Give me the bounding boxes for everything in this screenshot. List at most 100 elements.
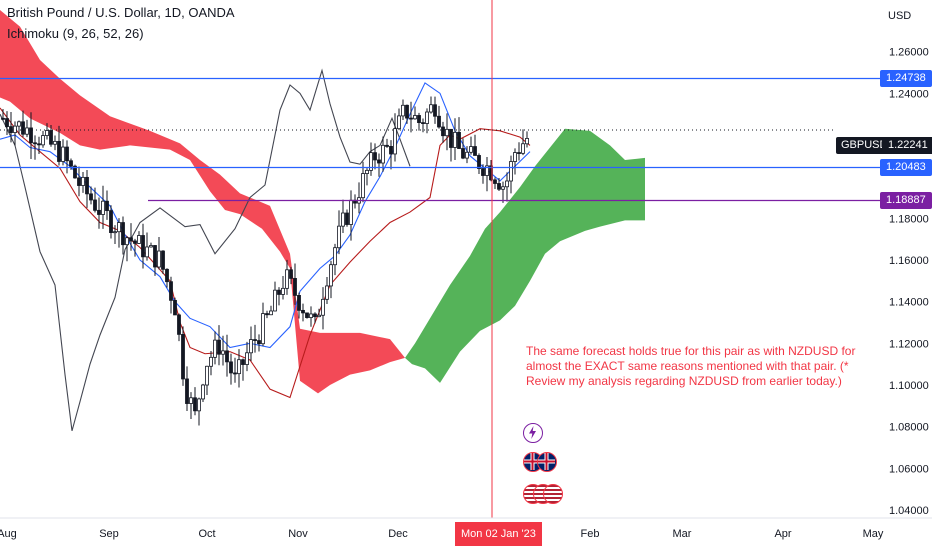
candle-body xyxy=(397,115,401,130)
candle-body xyxy=(317,314,321,318)
price-tick-label: 1.18000 xyxy=(889,213,929,225)
candle xyxy=(473,134,477,156)
candle-body xyxy=(65,146,69,162)
candle xyxy=(341,199,345,234)
candle-body xyxy=(469,146,473,153)
lightning-icon[interactable] xyxy=(523,423,543,443)
candle xyxy=(5,111,9,136)
time-tick-label: May xyxy=(863,528,884,540)
candle xyxy=(37,136,41,155)
candle-body xyxy=(189,397,193,404)
candle xyxy=(381,136,385,172)
candle xyxy=(1,108,5,121)
candle-body xyxy=(253,339,257,341)
indicator-legend[interactable]: Ichimoku (9, 26, 52, 26) xyxy=(7,26,144,41)
candle-body xyxy=(117,222,121,233)
candle-body xyxy=(89,193,93,201)
candle-body xyxy=(485,165,489,176)
candle-body xyxy=(133,240,137,244)
candle xyxy=(213,331,217,365)
candle-body xyxy=(157,250,161,268)
candle xyxy=(101,185,105,229)
candle xyxy=(121,216,125,255)
candle xyxy=(161,250,165,274)
candle-body xyxy=(269,310,273,316)
symbol-price-label: 1.22241 xyxy=(882,137,932,154)
candle xyxy=(437,105,441,129)
candle-body xyxy=(409,117,413,120)
candle-body xyxy=(49,130,53,145)
time-tick-label: Aug xyxy=(0,528,17,540)
candle-body xyxy=(161,250,165,270)
candle-body xyxy=(453,131,457,148)
candle xyxy=(525,131,529,148)
candle-body xyxy=(241,359,245,365)
candle-body xyxy=(45,130,49,136)
candle-body xyxy=(201,384,205,400)
candle-body xyxy=(85,176,89,195)
candle xyxy=(521,129,525,156)
candle xyxy=(261,302,265,347)
candle-body xyxy=(261,313,265,345)
candle xyxy=(313,312,317,324)
bearish-cloud xyxy=(0,10,405,394)
candle xyxy=(417,112,421,131)
candle-body xyxy=(57,140,61,162)
candle-body xyxy=(433,104,437,117)
candle-body xyxy=(137,235,141,244)
conversion-line xyxy=(0,82,531,349)
candle-body xyxy=(129,237,133,242)
candle-body xyxy=(209,356,213,367)
candle-body xyxy=(325,285,329,300)
candle xyxy=(13,121,17,146)
candle xyxy=(269,305,273,316)
price-tick-label: 1.26000 xyxy=(889,47,929,59)
uk-flag-icon-group[interactable] xyxy=(523,452,559,474)
candle xyxy=(361,161,365,203)
candle xyxy=(85,170,89,208)
candle xyxy=(133,238,137,257)
candle xyxy=(25,119,29,138)
candle-body xyxy=(233,372,237,375)
candle xyxy=(149,242,153,248)
candle xyxy=(397,108,401,131)
time-axis[interactable]: Aug Sep Oct Nov Dec Feb Mar Apr May xyxy=(0,517,932,540)
candle-body xyxy=(169,281,173,301)
candle-body xyxy=(429,104,433,113)
candle xyxy=(405,104,409,124)
candle-body xyxy=(481,168,485,176)
candle-body xyxy=(149,245,153,248)
candle-body xyxy=(5,118,9,127)
candle xyxy=(153,245,157,276)
candle xyxy=(181,326,185,386)
price-tick-label: 1.14000 xyxy=(889,297,929,309)
candle xyxy=(65,140,69,174)
candle-body xyxy=(265,313,269,316)
horizontal-levels[interactable] xyxy=(0,77,880,202)
candle-body xyxy=(509,161,513,182)
candle xyxy=(249,326,253,362)
candle xyxy=(353,194,357,209)
price-level-badge: 1.18887 xyxy=(880,192,932,209)
candle xyxy=(301,303,305,322)
candle-body xyxy=(473,146,477,156)
candle xyxy=(229,353,233,385)
candle-body xyxy=(81,176,85,186)
candle-body xyxy=(337,225,341,249)
candle-body xyxy=(413,115,417,120)
candle xyxy=(137,231,141,244)
candle xyxy=(173,297,177,316)
candle-body xyxy=(177,314,181,335)
candle-body xyxy=(441,126,445,137)
candle-body xyxy=(73,165,77,179)
candle-body xyxy=(97,209,101,215)
candle xyxy=(245,341,249,372)
candle xyxy=(333,243,337,276)
candle xyxy=(145,232,149,261)
candle xyxy=(389,140,393,170)
candle xyxy=(237,349,241,388)
candle xyxy=(445,113,449,151)
us-flag-icon-group[interactable] xyxy=(523,484,571,506)
price-axis[interactable]: 1.04000 1.06000 1.08000 1.10000 1.12000 1.140… xyxy=(889,47,929,517)
